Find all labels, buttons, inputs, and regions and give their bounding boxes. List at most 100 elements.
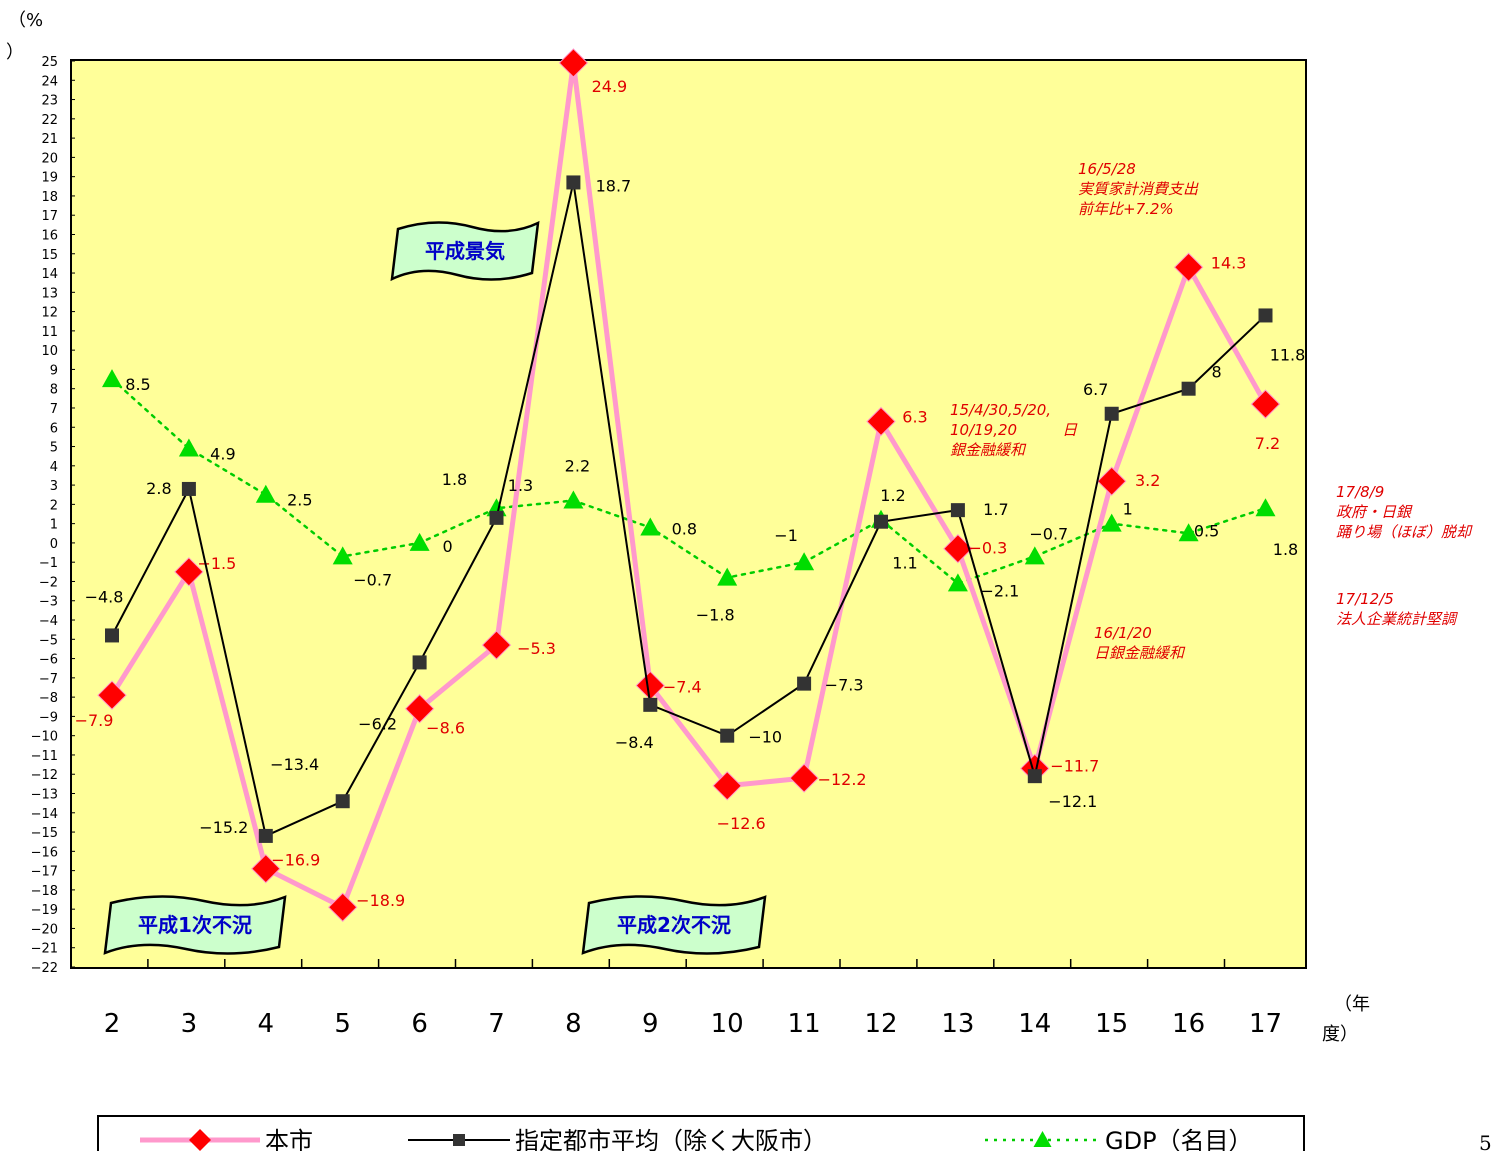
banner: 平成景気 (390, 220, 540, 282)
page-number: 5 (1479, 1131, 1492, 1151)
annotation: 17/12/5 法人企業統計堅調 (1336, 590, 1458, 628)
data-point (797, 676, 812, 691)
y-tick-label: 2 (50, 498, 58, 513)
data-point (1096, 466, 1127, 496)
y-tick-label: 25 (41, 55, 58, 70)
data-point (327, 892, 358, 922)
data-label: −13.4 (270, 755, 319, 774)
data-point (950, 503, 965, 518)
y-axis: 2524232221201918171615141312111098765432… (31, 55, 75, 976)
y-tick-label: 22 (41, 113, 58, 128)
y-tick-label: −1 (39, 556, 58, 571)
data-label: −4.8 (85, 587, 124, 606)
y-tick-label: −21 (31, 942, 58, 957)
y-tick-label: −19 (31, 903, 58, 918)
data-label: −8.6 (426, 719, 465, 738)
data-label: 11.8 (1270, 345, 1306, 364)
y-tick-label: −22 (31, 961, 58, 976)
legend-item: GDP（名目） (985, 1127, 1253, 1151)
data-label: 2.8 (146, 479, 171, 498)
data-point (794, 552, 815, 571)
data-label: −6.2 (358, 714, 397, 733)
y-tick-label: 21 (41, 132, 58, 147)
x-tick-label: 17 (1249, 1009, 1282, 1039)
y-tick-label: −18 (31, 884, 58, 899)
data-label: 1.7 (983, 500, 1008, 519)
data-label: −7.3 (825, 676, 864, 695)
series-line (110, 377, 1267, 585)
y-tick-label: −14 (31, 807, 58, 822)
y-tick-label: 18 (41, 190, 58, 205)
annotation-line: 17/8/9 (1336, 483, 1384, 501)
y-tick-label: 11 (41, 325, 58, 340)
x-tick-label: 10 (711, 1009, 744, 1039)
y-tick-label: 15 (41, 248, 58, 263)
y-tick-label: −3 (39, 595, 58, 610)
data-point (332, 546, 353, 565)
data-label: −10 (748, 728, 782, 747)
annotation-line: 10/19,20 日 (950, 421, 1078, 439)
data-label: −2.1 (980, 581, 1019, 600)
data-label: −11.7 (1050, 756, 1099, 775)
y-tick-label: 1 (50, 518, 58, 533)
y-tick-label: 4 (50, 460, 58, 475)
annotation-line: 法人企業統計堅調 (1336, 610, 1458, 628)
data-point (947, 573, 968, 592)
y-axis-unit-label-close: ） (6, 42, 24, 63)
y-tick-label: −4 (39, 614, 58, 629)
data-point (1101, 513, 1122, 532)
data-label: 8 (1212, 363, 1222, 382)
annotation-line: 日銀金融緩和 (1094, 644, 1186, 662)
data-point (640, 517, 661, 536)
data-point (563, 490, 584, 509)
data-point (1181, 381, 1196, 396)
data-point (1255, 498, 1276, 517)
data-point (404, 693, 435, 724)
data-label: −0.7 (353, 570, 392, 589)
y-tick-label: 5 (50, 441, 58, 456)
y-tick-label: 17 (41, 209, 58, 224)
annotation: 16/1/20 日銀金融緩和 (1094, 624, 1186, 662)
data-point (258, 828, 273, 843)
svg-text:（年: （年 (1334, 994, 1370, 1015)
data-point (105, 628, 119, 643)
data-label: 0.8 (672, 519, 697, 538)
y-tick-label: −9 (39, 710, 58, 725)
y-tick-label: 16 (41, 228, 58, 243)
banner-label: 平成景気 (425, 239, 505, 263)
data-point (789, 763, 819, 793)
x-tick-label: 16 (1172, 1009, 1205, 1039)
y-tick-label: 7 (50, 402, 58, 417)
y-tick-label: −10 (31, 730, 58, 745)
legend-item: 本市 (140, 1127, 313, 1151)
x-tick-label: 12 (864, 1009, 897, 1039)
y-tick-label: 12 (41, 306, 58, 321)
data-label: 7.2 (1255, 434, 1280, 453)
x-tick-label: 8 (565, 1009, 582, 1039)
banner-shape (390, 220, 540, 282)
data-point (1178, 523, 1199, 542)
data-label: −1.8 (696, 606, 735, 625)
y-tick-label: 20 (41, 151, 58, 166)
data-point (1104, 406, 1119, 421)
data-label: 1 (1123, 500, 1133, 519)
data-point (412, 655, 427, 670)
data-point (102, 369, 122, 388)
data-point (712, 771, 742, 801)
svg-text:度）: 度） (1322, 1024, 1358, 1045)
y-tick-label: 24 (41, 74, 58, 89)
annotation-line: 16/5/28 (1078, 160, 1136, 178)
data-point (566, 175, 581, 190)
y-tick-label: −17 (31, 865, 58, 880)
x-tick-label: 13 (941, 1009, 974, 1039)
data-label: −7.9 (75, 711, 114, 730)
y-tick-label: 19 (41, 171, 58, 186)
x-axis: 2 3 4 5 6 7 8 9 10 11 12 13 14 15 16 17 (104, 959, 1282, 1039)
data-label: 1.8 (442, 470, 467, 489)
y-tick-label: −7 (39, 672, 58, 687)
